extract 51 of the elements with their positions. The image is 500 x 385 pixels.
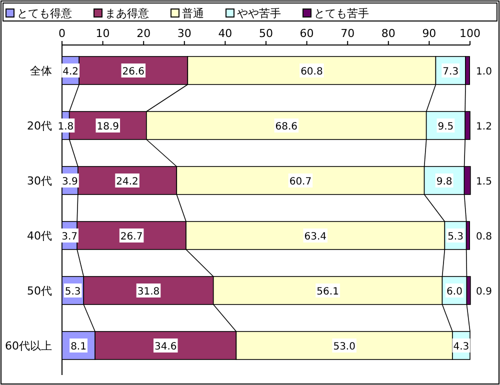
y-tick-label: 50代	[27, 284, 52, 298]
data-label: 60.7	[289, 176, 312, 188]
data-label: 56.1	[316, 286, 339, 298]
legend-label: やや苦手	[237, 7, 281, 20]
data-label: 53.0	[333, 342, 356, 352]
data-label: 31.8	[137, 286, 160, 298]
y-tick-label: 40代	[27, 230, 52, 242]
x-tick-label: 100	[460, 27, 480, 40]
data-label: 68.6	[275, 122, 298, 132]
data-label: 60.8	[300, 66, 323, 78]
data-label: 5.3	[448, 232, 464, 242]
data-label: 34.6	[154, 342, 177, 352]
x-tick-label: 70	[340, 27, 355, 40]
x-tick-label: 60	[300, 27, 314, 40]
y-tick-label: 30代	[27, 174, 52, 188]
x-tick-label: 40	[218, 27, 232, 40]
data-label: 24.2	[116, 176, 138, 188]
text: 1.5	[476, 176, 492, 188]
x-tick-label: 20	[136, 27, 151, 40]
legend-label: とても苦手	[314, 7, 369, 20]
data-label: 3.9	[62, 176, 78, 188]
data-label: 63.4	[304, 232, 326, 242]
x-tick-label: 90	[422, 27, 436, 40]
data-label: 9.8	[436, 176, 452, 188]
legend-label: まあ得意	[105, 7, 149, 20]
data-label: 26.7	[120, 232, 143, 242]
data-label: 3.7	[62, 232, 78, 242]
data-label: 4.2	[62, 66, 79, 78]
data-label: 4.3	[453, 342, 470, 352]
data-label: 8.1	[70, 342, 86, 352]
legend-label: 普通	[182, 7, 204, 20]
data-label: 18.9	[96, 122, 120, 132]
x-tick-label: 0	[58, 27, 66, 40]
data-label: 26.6	[122, 66, 145, 78]
text: 0.8	[476, 232, 492, 242]
y-tick-label: 60代以上	[5, 340, 52, 352]
data-label: 6.0	[446, 286, 462, 298]
x-tick-label: 10	[96, 27, 110, 40]
y-tick-label: 20代	[27, 120, 52, 132]
data-label: 7.3	[442, 66, 459, 78]
text: 0.9	[476, 286, 492, 298]
text: 1.0	[476, 66, 492, 78]
data-label: 9.5	[438, 122, 454, 132]
y-tick-label: 全体	[30, 64, 52, 78]
x-tick-label: 80	[381, 27, 396, 40]
text: 1.2	[476, 122, 492, 132]
data-label: 1.8	[58, 122, 74, 132]
data-label: 5.3	[64, 286, 81, 298]
legend-label: とても得意	[17, 7, 72, 20]
x-tick-label: 30	[177, 27, 192, 40]
x-tick-label: 50	[259, 27, 273, 40]
